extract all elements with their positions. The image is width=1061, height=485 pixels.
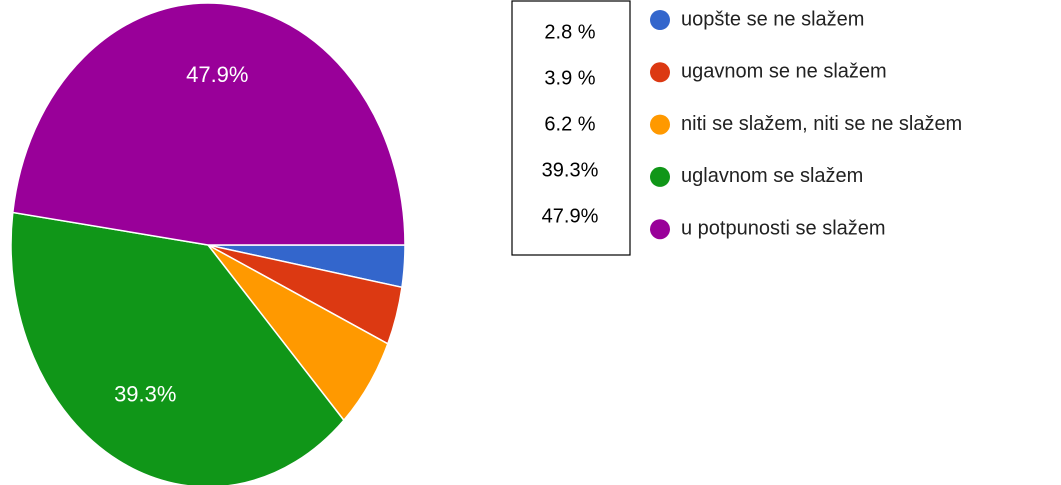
legend-marker (650, 114, 670, 135)
legend-label: uopšte se ne slažem (681, 8, 864, 30)
box-label: 3.9 % (544, 67, 595, 89)
box-label: 6.2 % (544, 113, 595, 135)
label-box (511, 0, 631, 256)
legend-marker (650, 10, 670, 30)
pie-slice (11, 2, 406, 246)
legend-marker (650, 166, 670, 187)
slice-label: 47.9% (186, 62, 248, 87)
legend-label: uglavnom se slažem (681, 165, 863, 187)
legend-marker (650, 219, 670, 240)
legend-label: niti se slažem, niti se ne slažem (681, 113, 962, 135)
box-label: 47.9% (542, 205, 599, 227)
legend-label: u potpunosti se slažem (681, 217, 886, 239)
legend-marker (650, 62, 670, 83)
legend-label: ugavnom se ne slažem (681, 61, 887, 83)
box-label: 2.8 % (544, 21, 595, 43)
box-label: 39.3% (542, 159, 599, 181)
pie-slice (10, 211, 345, 485)
slice-label: 39.3% (114, 382, 176, 407)
